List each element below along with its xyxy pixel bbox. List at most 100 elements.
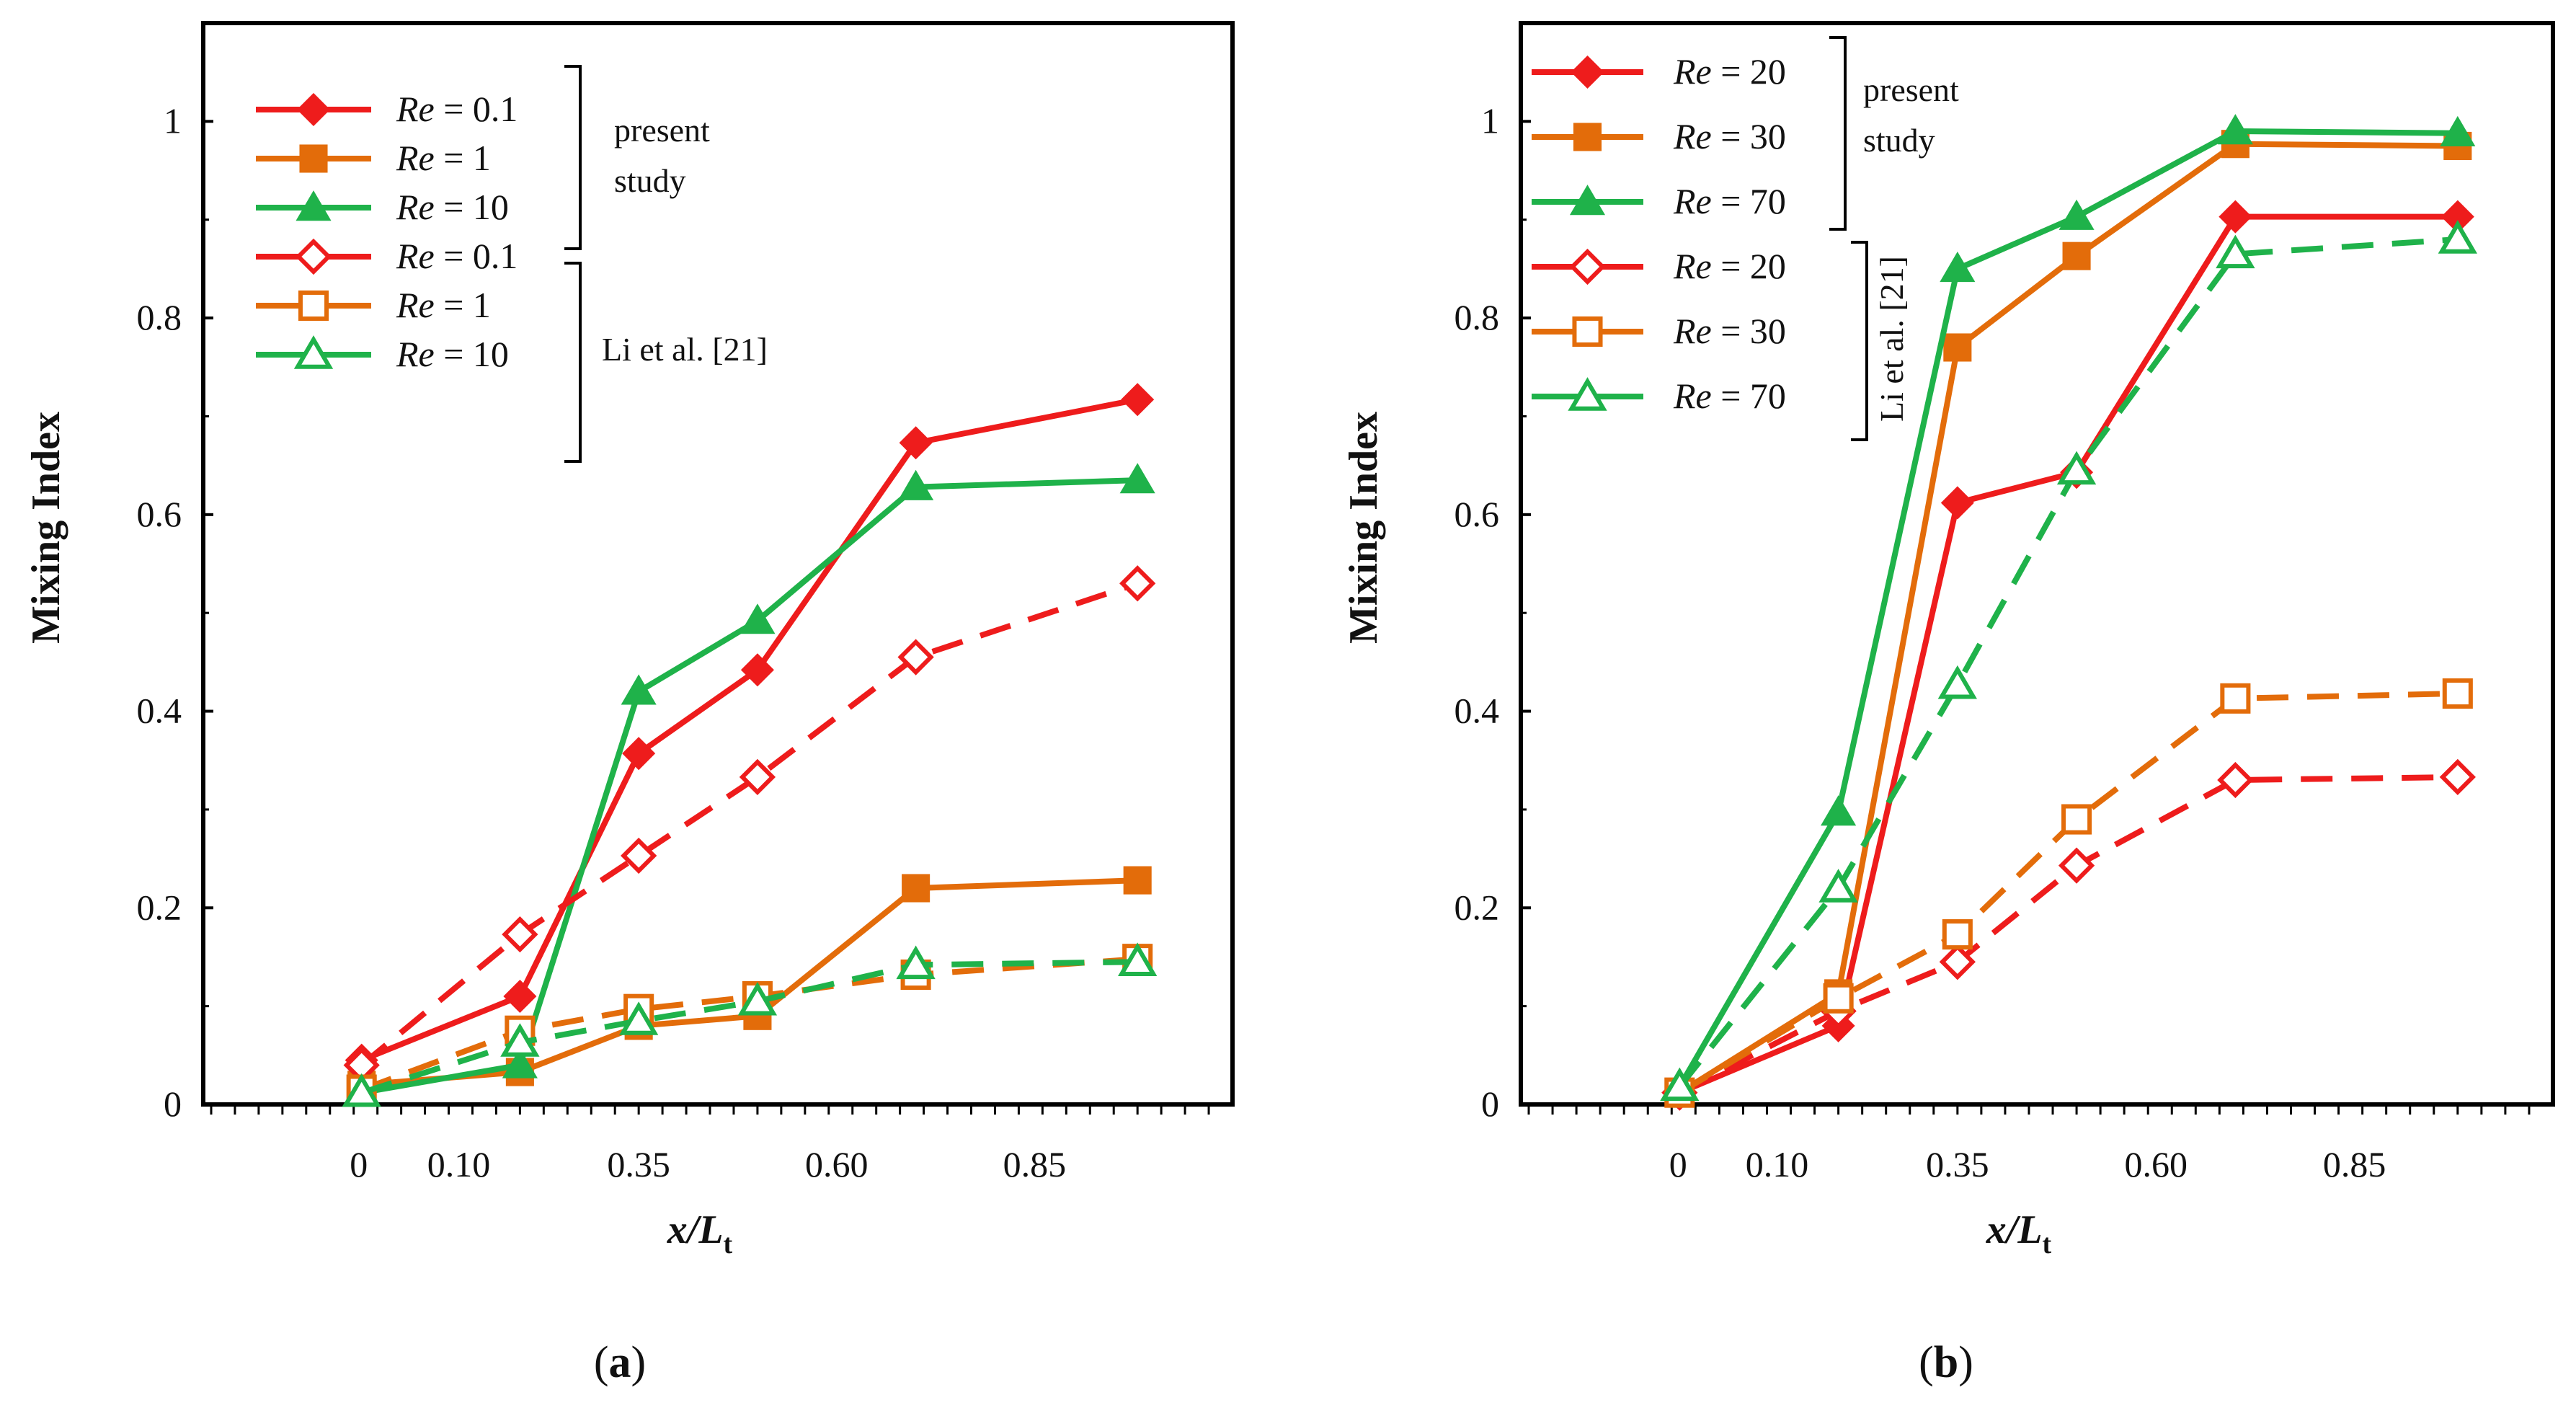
data-point	[896, 945, 936, 980]
data-point	[1823, 983, 1854, 1014]
y-tick-label: 0.2	[1454, 887, 1500, 927]
legend-marker	[1573, 123, 1602, 151]
data-point	[899, 426, 933, 460]
legend-label-var: Re	[396, 334, 435, 374]
x-tick-label: 0	[350, 1144, 368, 1184]
y-tick-label: 0.8	[137, 297, 182, 337]
legend-label: Re = 10	[396, 187, 509, 227]
data-point	[2217, 114, 2253, 145]
legend-label: Re = 70	[1673, 376, 1786, 416]
panel-label-open: (	[1919, 1338, 1934, 1387]
legend-group-label: present	[1863, 71, 1959, 108]
panel-label-letter: b	[1934, 1338, 1958, 1387]
legend-label: Re = 10	[396, 334, 509, 374]
legend-marker	[295, 238, 332, 275]
x-axis-title: x/Lt	[1986, 1208, 2052, 1259]
legend-marker	[1568, 377, 1607, 411]
data-point	[1939, 944, 1976, 980]
legend-label-value: = 20	[1712, 51, 1786, 92]
legend-label-value: = 0.1	[435, 236, 518, 276]
x-tick-label: 0.35	[607, 1144, 670, 1184]
legend-marker	[299, 144, 328, 173]
y-tick-label: 0	[164, 1084, 182, 1124]
legend-group-bracket	[1829, 36, 1847, 231]
data-point	[1940, 486, 1974, 520]
data-point	[1943, 333, 1972, 362]
data-point	[2438, 220, 2477, 254]
data-point	[502, 1047, 538, 1078]
legend-label-value: = 20	[1712, 246, 1786, 286]
legend-label: Re = 0.1	[396, 236, 518, 276]
panel-label: (b)	[1919, 1338, 1973, 1387]
panel-label-close: )	[631, 1338, 647, 1387]
legend-label-var: Re	[396, 285, 435, 325]
data-point	[740, 603, 776, 634]
data-point	[2220, 683, 2251, 714]
panel-label-close: )	[1958, 1338, 1973, 1387]
legend-group-label: Li et al. [21]	[602, 331, 768, 368]
data-point	[902, 874, 931, 903]
data-point	[2058, 199, 2095, 230]
y-tick-label: 1	[164, 100, 182, 141]
data-point	[1821, 795, 1857, 826]
data-point	[740, 653, 774, 687]
data-point	[622, 737, 656, 771]
legend-label-value: = 30	[1712, 116, 1786, 156]
data-point	[2442, 678, 2473, 709]
legend-label-var: Re	[396, 138, 435, 178]
legend-label-value: = 70	[1712, 181, 1786, 221]
legend-label: Re = 0.1	[396, 89, 518, 129]
series-line	[360, 959, 1138, 1096]
data-point	[2061, 804, 2092, 835]
x-axis-title-subscript: t	[2043, 1229, 2052, 1259]
legend-label-value: = 30	[1712, 311, 1786, 351]
x-tick-label: 0.35	[1926, 1144, 1989, 1184]
legend-marker	[296, 92, 331, 127]
y-tick-label: 0	[1481, 1084, 1499, 1124]
y-tick-label: 1	[1481, 100, 1499, 141]
x-tick-label: 0.60	[2124, 1144, 2188, 1184]
data-point	[621, 837, 657, 874]
legend-label-value: = 1	[435, 138, 491, 178]
legend-label: Re = 30	[1673, 116, 1786, 156]
legend-label-var: Re	[1673, 376, 1712, 416]
legend-label: Re = 70	[1673, 181, 1786, 221]
legend-group-label: study	[1863, 122, 1935, 159]
legend-group-bracket	[564, 262, 582, 463]
data-point	[500, 1023, 540, 1057]
data-point	[2439, 758, 2476, 796]
legend-label: Re = 30	[1673, 311, 1786, 351]
legend-label: Re = 1	[396, 138, 491, 178]
legend-label-value: = 0.1	[435, 89, 518, 129]
series-line	[360, 956, 1138, 1093]
series-line	[1676, 128, 2458, 1089]
data-point	[1119, 565, 1156, 602]
data-point	[1123, 866, 1152, 895]
legend-marker	[1569, 185, 1606, 216]
x-tick-label: 0.60	[805, 1144, 869, 1184]
data-point	[621, 674, 657, 705]
data-point	[898, 469, 934, 500]
data-point	[737, 981, 778, 1016]
x-tick-label: 0.10	[427, 1144, 491, 1184]
y-tick-label: 0.6	[1454, 494, 1500, 534]
data-point	[618, 1001, 659, 1035]
legend-label-var: Re	[1673, 181, 1712, 221]
legend-marker	[1571, 55, 1604, 89]
y-axis-title: Mixing Index	[24, 412, 68, 644]
legend-marker	[293, 335, 334, 369]
y-tick-label: 0.2	[137, 887, 182, 927]
legend-marker	[296, 190, 332, 221]
legend-label-value: = 10	[435, 187, 509, 227]
series-line	[1678, 141, 2458, 1096]
y-tick-label: 0.4	[137, 691, 182, 731]
legend-label-value: = 1	[435, 285, 491, 325]
legend-marker	[1569, 248, 1606, 285]
legend-group-bracket	[1851, 241, 1868, 441]
x-axis-title-subscript: t	[724, 1229, 733, 1259]
data-point	[739, 758, 776, 796]
legend-label-var: Re	[396, 89, 435, 129]
legend-group-label: study	[614, 162, 686, 199]
data-point	[1937, 665, 1978, 699]
